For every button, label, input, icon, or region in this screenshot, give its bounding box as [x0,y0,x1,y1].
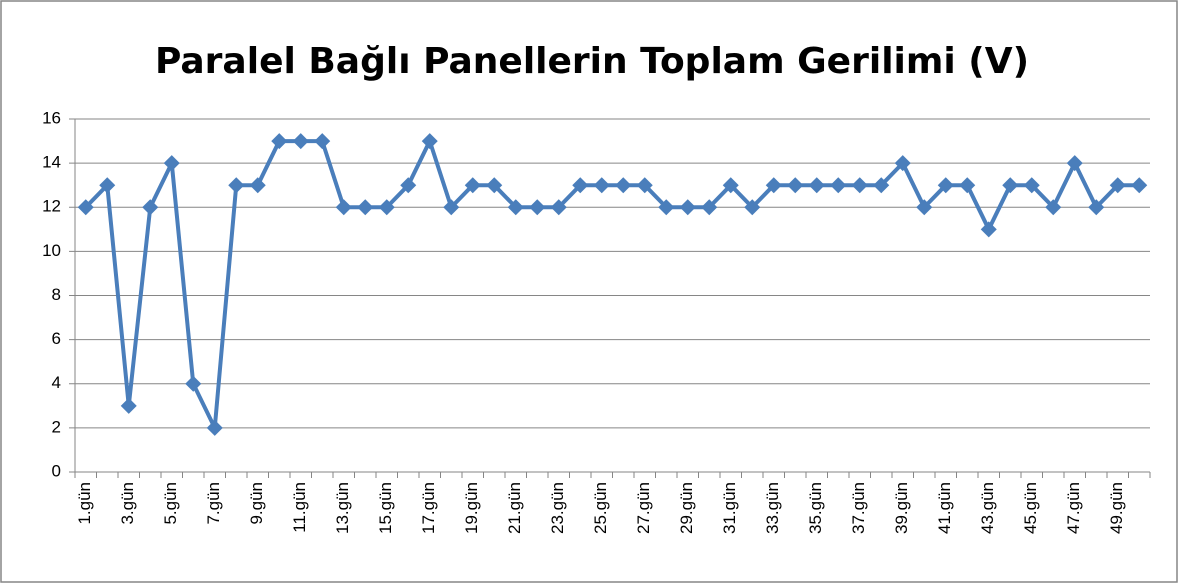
data-point [357,199,374,216]
data-point [744,199,761,216]
data-point [443,199,460,216]
y-tick-label: 14 [42,153,61,172]
x-tick-label: 35.gün [806,482,825,534]
x-tick-label: 9.gün [247,482,266,525]
data-point [959,177,976,194]
x-tick-label: 11.gün [290,482,309,533]
x-tick-label: 29.gün [677,482,696,534]
data-point [228,177,245,194]
data-point [1045,199,1062,216]
y-tick-label: 16 [42,108,61,127]
data-point [937,177,954,194]
data-point [1002,177,1019,194]
data-point [636,177,653,194]
y-tick-label: 4 [52,373,61,392]
data-point [1131,177,1148,194]
data-point [894,155,911,172]
data-point [1109,177,1126,194]
data-point [615,177,632,194]
data-point [378,199,395,216]
data-point [400,177,417,194]
x-tick-label: 45.gün [1021,482,1040,534]
data-point [185,375,202,392]
x-tick-label: 21.gün [505,482,524,534]
data-point [335,199,352,216]
y-tick-label: 6 [52,329,61,348]
data-point [830,177,847,194]
data-point [163,155,180,172]
x-tick-label: 25.gün [591,482,610,534]
x-tick-label: 17.gün [419,482,438,534]
x-tick-label: 15.gün [376,482,395,534]
y-tick-label: 10 [42,241,61,260]
data-point [1023,177,1040,194]
data-point [550,199,567,216]
x-tick-label: 39.gün [892,482,911,534]
data-point [421,133,438,150]
data-point [916,199,933,216]
data-point [787,177,804,194]
data-point [292,133,309,150]
data-point [765,177,782,194]
data-point [722,177,739,194]
y-tick-label: 2 [52,417,61,436]
data-point [271,133,288,150]
chart-title: Paralel Bağlı Panellerin Toplam Gerilimi… [155,41,1029,82]
x-tick-label: 43.gün [978,482,997,534]
data-point [529,199,546,216]
x-tick-label: 7.gün [204,482,223,525]
x-tick-label: 1.gün [75,482,94,525]
data-point [314,133,331,150]
data-point [980,221,997,238]
data-point [249,177,266,194]
data-point [120,397,137,414]
x-tick-label: 47.gün [1064,482,1083,534]
y-tick-label: 8 [52,285,61,304]
data-point [851,177,868,194]
data-point [808,177,825,194]
x-tick-label: 3.gün [118,482,137,525]
y-tick-label: 12 [42,197,61,216]
x-tick-label: 31.gün [720,482,739,534]
data-point [1088,199,1105,216]
data-point [701,199,718,216]
data-point [593,177,610,194]
x-tick-label: 37.gün [849,482,868,534]
x-tick-label: 41.gün [935,482,954,534]
x-tick-label: 13.gün [333,482,352,534]
data-point [658,199,675,216]
data-point [206,419,223,436]
data-point [572,177,589,194]
x-tick-label: 33.gün [763,482,782,534]
x-tick-label: 49.gün [1107,482,1126,534]
data-point [679,199,696,216]
x-tick-label: 19.gün [462,482,481,534]
data-point [873,177,890,194]
data-point [507,199,524,216]
y-tick-label: 0 [52,461,61,480]
data-point [486,177,503,194]
data-point [99,177,116,194]
data-point [1066,155,1083,172]
data-point [142,199,159,216]
data-point [464,177,481,194]
x-tick-label: 27.gün [634,482,653,534]
data-point [77,199,94,216]
x-tick-label: 23.gün [548,482,567,534]
x-tick-label: 5.gün [161,482,180,525]
